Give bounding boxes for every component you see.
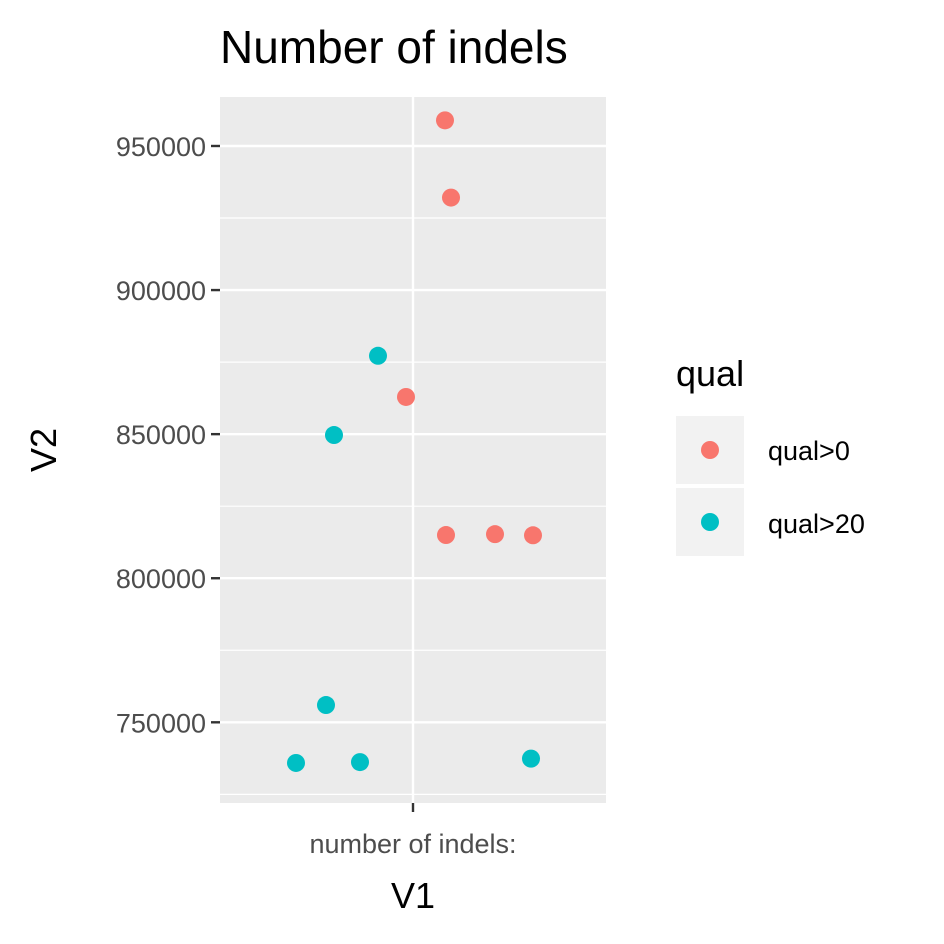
data-point-qual-gt-0 — [524, 526, 542, 545]
y-tick-label: 950000 — [116, 132, 206, 162]
data-point-qual-gt-20 — [522, 749, 540, 768]
data-point-qual-gt-0 — [486, 525, 504, 544]
legend-item-qual-gt-20: qual>20 — [676, 488, 865, 556]
y-axis: 750000 800000 850000 900000 950000 — [116, 132, 220, 738]
data-point-qual-gt-20 — [369, 346, 387, 365]
legend-label: qual>0 — [768, 436, 850, 466]
data-point-qual-gt-0 — [437, 526, 455, 545]
data-point-qual-gt-0 — [436, 111, 454, 130]
legend-title: qual — [676, 353, 744, 394]
y-tick-label: 800000 — [116, 564, 206, 594]
x-axis-title: V1 — [391, 875, 435, 916]
data-point-qual-gt-0 — [397, 387, 415, 406]
y-tick-label: 900000 — [116, 276, 206, 306]
data-points — [287, 111, 542, 772]
legend-key-point — [701, 441, 719, 459]
x-axis: number of indels: — [309, 803, 517, 859]
data-point-qual-gt-0 — [442, 188, 460, 207]
x-tick-label: number of indels: — [309, 829, 516, 859]
y-tick-label: 750000 — [116, 708, 206, 738]
chart-title: Number of indels — [220, 21, 568, 73]
major-gridlines — [220, 97, 606, 803]
data-point-qual-gt-20 — [317, 696, 335, 715]
data-point-qual-gt-20 — [351, 753, 369, 772]
legend-item-qual-gt-0: qual>0 — [676, 416, 850, 484]
y-axis-title: V2 — [23, 428, 64, 472]
legend: qual qual>0 qual>20 — [676, 353, 865, 556]
data-point-qual-gt-20 — [325, 426, 343, 445]
y-tick-label: 850000 — [116, 420, 206, 450]
legend-label: qual>20 — [768, 509, 865, 539]
data-point-qual-gt-20 — [287, 753, 305, 772]
legend-key-point — [701, 513, 719, 531]
